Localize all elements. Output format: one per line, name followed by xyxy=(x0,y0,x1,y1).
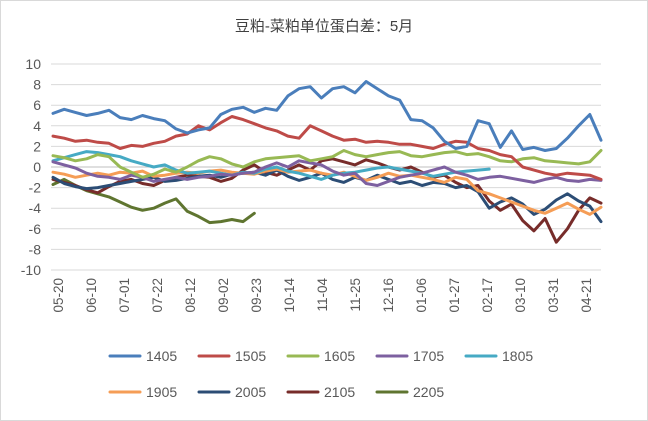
y-tick-label: -8 xyxy=(29,241,42,257)
y-tick-label: -4 xyxy=(29,200,42,216)
y-tick-label: 4 xyxy=(33,118,41,134)
y-tick-label: 6 xyxy=(33,97,41,113)
series-line-1805 xyxy=(51,150,491,181)
y-tick-label: 8 xyxy=(33,77,41,93)
x-tick-label: 09-02 xyxy=(216,278,231,313)
x-tick-label: 10-14 xyxy=(282,278,297,313)
y-tick-label: 2 xyxy=(33,138,41,154)
series-line-1905 xyxy=(51,167,603,216)
legend-label-2105: 2105 xyxy=(324,384,355,400)
x-tick-label: 07-01 xyxy=(117,278,132,313)
y-tick-label: -6 xyxy=(29,221,42,237)
series-line-1605 xyxy=(51,149,603,179)
legend-label-1705: 1705 xyxy=(413,348,444,364)
y-axis: 10 8 6 4 2 0 -2 -4 -6 -8 -10 xyxy=(21,56,41,278)
legend-label-1805: 1805 xyxy=(502,348,533,364)
x-tick-label: 01-27 xyxy=(447,278,462,313)
grid-lines xyxy=(51,63,601,271)
legend-label-1605: 1605 xyxy=(324,348,355,364)
y-tick-label: -10 xyxy=(21,262,41,278)
legend-label-1505: 1505 xyxy=(235,348,266,364)
x-tick-label: 09-23 xyxy=(249,278,264,313)
legend: 1405 1505 1605 1705 1805 1905 2005 2105 2205 xyxy=(108,348,533,400)
legend-label-1905: 1905 xyxy=(146,384,177,400)
x-tick-label: 08-12 xyxy=(183,278,198,313)
x-tick-label: 04-21 xyxy=(579,278,594,313)
y-tick-label: -2 xyxy=(29,180,42,196)
series-line-1505 xyxy=(51,115,603,181)
x-tick-label: 12-16 xyxy=(381,278,396,313)
x-tick-label: 05-20 xyxy=(51,278,66,313)
series-line-2105 xyxy=(51,157,603,244)
series-lines xyxy=(51,80,603,244)
x-tick-label: 11-04 xyxy=(315,278,330,312)
legend-label-2205: 2205 xyxy=(413,384,444,400)
x-tick-label: 02-17 xyxy=(480,278,495,313)
x-tick-label: 03-10 xyxy=(513,278,528,313)
x-axis: 05-20 06-10 07-01 07-22 08-12 09-02 09-23 10-14… xyxy=(51,278,594,313)
legend-label-1405: 1405 xyxy=(146,348,177,364)
y-tick-label: 0 xyxy=(33,159,41,175)
legend-label-2005: 2005 xyxy=(235,384,266,400)
chart-title: 豆粕-菜粕单位蛋白差：5月 xyxy=(235,18,413,35)
x-tick-label: 07-22 xyxy=(150,278,165,313)
x-tick-label: 06-10 xyxy=(84,278,99,313)
x-tick-label: 01-06 xyxy=(414,278,429,313)
series-line-1405 xyxy=(51,80,603,152)
x-tick-label: 03-31 xyxy=(546,278,561,313)
x-tick-label: 11-25 xyxy=(348,278,363,312)
y-tick-label: 10 xyxy=(25,56,41,72)
